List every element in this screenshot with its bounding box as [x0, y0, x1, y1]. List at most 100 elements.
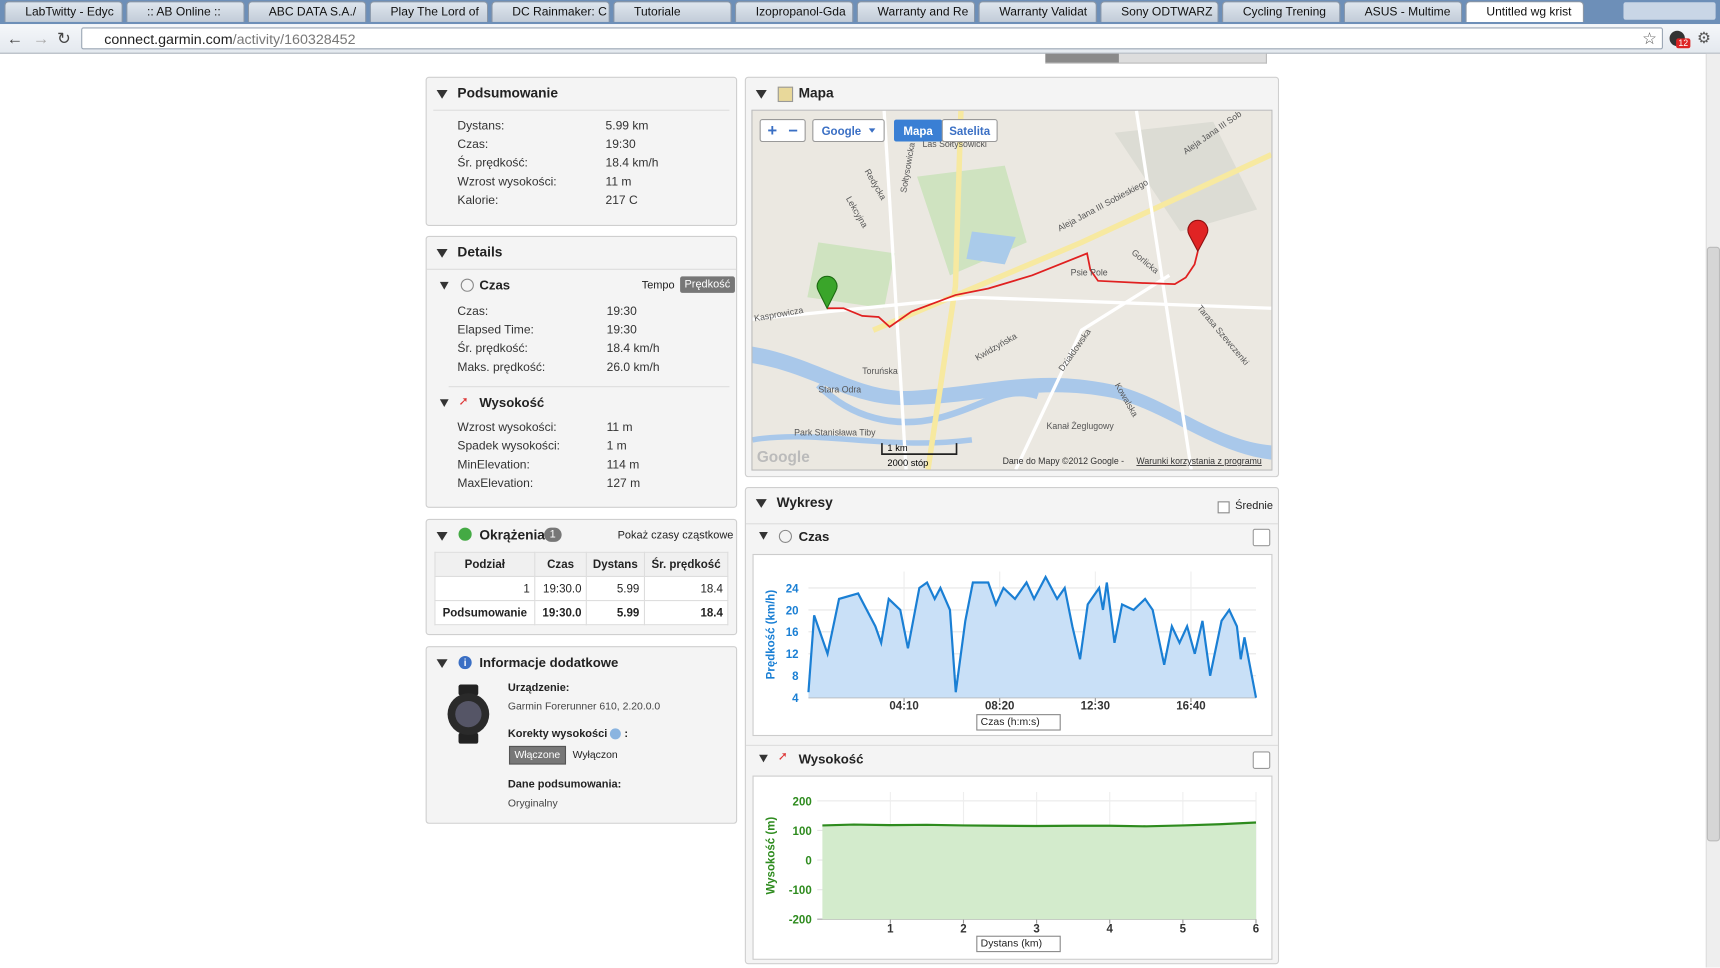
divider — [448, 386, 730, 388]
collapse[interactable] — [439, 281, 449, 290]
park — [807, 242, 896, 309]
split-link[interactable]: Pokaż czasy cząstkowe — [617, 529, 734, 542]
x-tick-label: 6 — [1253, 923, 1259, 935]
line — [807, 574, 1258, 698]
summary-data-label: Dane podsumowania: — [507, 778, 622, 791]
correction-text: Korekty wysokości — [507, 728, 608, 741]
reload-button[interactable]: ↻ — [57, 29, 71, 49]
y-tick-label: 12 — [786, 649, 799, 661]
collapse[interactable] — [759, 532, 768, 540]
averages-checkbox[interactable] — [1217, 501, 1230, 514]
info-icon: i — [458, 655, 472, 670]
row-label: Elapsed Time: — [457, 323, 534, 337]
section-title: Wysokość — [479, 394, 545, 411]
zoom-out[interactable]: − — [788, 122, 798, 140]
attribution: Dane do Mapy ©2012 Google - — [1003, 456, 1125, 466]
toggle-off[interactable]: Wyłączon — [572, 749, 618, 762]
bookmark-star[interactable]: ☆ — [1642, 29, 1657, 49]
x-axis-select[interactable]: Dystans (km) — [976, 935, 1061, 953]
road — [1014, 273, 1171, 470]
browser-tab[interactable]: Izopropanol-Gda — [734, 1, 854, 22]
correction-label: Korekty wysokości : — [508, 728, 628, 740]
wrench[interactable]: ⚙ — [1696, 28, 1711, 47]
x-tick-label: 3 — [1033, 923, 1039, 935]
averages-label: Średnie — [1235, 500, 1273, 513]
browser-tab[interactable]: ABC DATA S.A./ — [247, 1, 367, 22]
collapse[interactable] — [439, 399, 449, 407]
mode-label: Mapa — [903, 126, 933, 138]
window-controls[interactable] — [1623, 2, 1716, 20]
row-value: 217 C — [605, 194, 638, 208]
collapse[interactable] — [755, 89, 767, 99]
row-label: Spadek wysokości: — [457, 439, 561, 454]
map-label: Toruńska — [862, 366, 898, 376]
line — [822, 821, 1257, 828]
mode-button[interactable] — [941, 119, 998, 143]
x-tick-label: 5 — [1180, 923, 1187, 935]
x-tick-label: 04:10 — [889, 701, 918, 713]
district — [1114, 121, 1258, 232]
browser-tab[interactable]: Cycling Trening — [1221, 1, 1341, 22]
y-tick-label: 20 — [786, 605, 799, 617]
view-tab-active[interactable] — [1045, 53, 1119, 63]
toggle-on[interactable]: Włączone — [508, 745, 566, 765]
collapse[interactable] — [436, 89, 448, 99]
row-label: MaxElevation: — [457, 477, 534, 491]
browser-tab[interactable]: Untitled wg krist — [1465, 1, 1584, 22]
collapse[interactable] — [436, 659, 448, 669]
forward-button[interactable]: → — [32, 29, 50, 49]
row-value: 1 m — [606, 439, 627, 454]
y-tick-label: 16 — [786, 627, 799, 639]
browser-tab[interactable]: Tutoriale — [613, 1, 732, 22]
browser-tab[interactable]: Warranty and Re — [856, 1, 976, 22]
device-name: Garmin Forerunner 610, 2.20.0.0 — [507, 700, 661, 714]
expand-button[interactable] — [1252, 751, 1271, 769]
browser-tab[interactable]: ASUS - Multime — [1343, 1, 1463, 22]
scroll-thumb[interactable] — [1706, 246, 1720, 842]
browser-tab[interactable]: Sony ODTWARZ — [1100, 1, 1219, 22]
lap-cell: 19:30.0 — [534, 575, 587, 602]
terms-link[interactable]: Warunki korzystania z programu — [1136, 456, 1261, 466]
collapse[interactable] — [759, 754, 768, 763]
mode-label: Satelita — [949, 126, 991, 138]
row-value: 127 m — [606, 477, 641, 491]
row-label: Śr. prędkość: — [457, 156, 528, 171]
x-axis-select[interactable]: Czas (h:m:s) — [976, 714, 1061, 731]
browser-tab[interactable]: Warranty Validat — [978, 1, 1097, 22]
zoom-in[interactable]: + — [767, 122, 777, 140]
divider — [745, 744, 1278, 746]
address-bar[interactable]: connect.garmin.com/activity/160328452 — [81, 27, 1663, 50]
road — [1134, 110, 1193, 470]
back-button[interactable]: ← — [6, 29, 24, 49]
x-tick-label: 08:20 — [985, 701, 1014, 713]
divider — [426, 268, 737, 270]
browser-tab[interactable]: DC Rainmaker: C — [491, 1, 610, 22]
browser-tab[interactable]: Play The Lord of — [369, 1, 489, 22]
collapse[interactable] — [436, 532, 448, 541]
panel-title: Podsumowanie — [457, 85, 558, 101]
pond — [966, 231, 1016, 265]
area — [808, 576, 1256, 698]
row-value: 11 m — [605, 175, 632, 189]
header-cell: Podział — [434, 551, 536, 577]
map-label: Kanał Żeglugowy — [1046, 421, 1114, 431]
y-tick-label: 24 — [786, 583, 799, 595]
toggle-option[interactable]: Tempo — [641, 279, 675, 292]
mode-active[interactable] — [894, 119, 943, 142]
zoom-controls[interactable] — [759, 119, 806, 143]
toggle-option-active[interactable]: Prędkość — [680, 276, 735, 293]
browser-tab[interactable]: LabTwitty - Edyc — [4, 1, 123, 22]
provider-select[interactable] — [812, 119, 885, 143]
x-tick-label: 2 — [960, 923, 966, 935]
row-label: MinElevation: — [457, 458, 530, 472]
start-pin — [816, 275, 838, 310]
expand-button[interactable] — [1252, 528, 1271, 547]
browser-tab[interactable]: :: AB Online :: — [126, 1, 245, 22]
row-value: 18.4 km/h — [606, 342, 660, 356]
section-title: Czas — [479, 277, 511, 293]
collapse[interactable] — [755, 499, 767, 508]
help-icon[interactable] — [610, 728, 622, 740]
collapse[interactable] — [436, 249, 448, 258]
